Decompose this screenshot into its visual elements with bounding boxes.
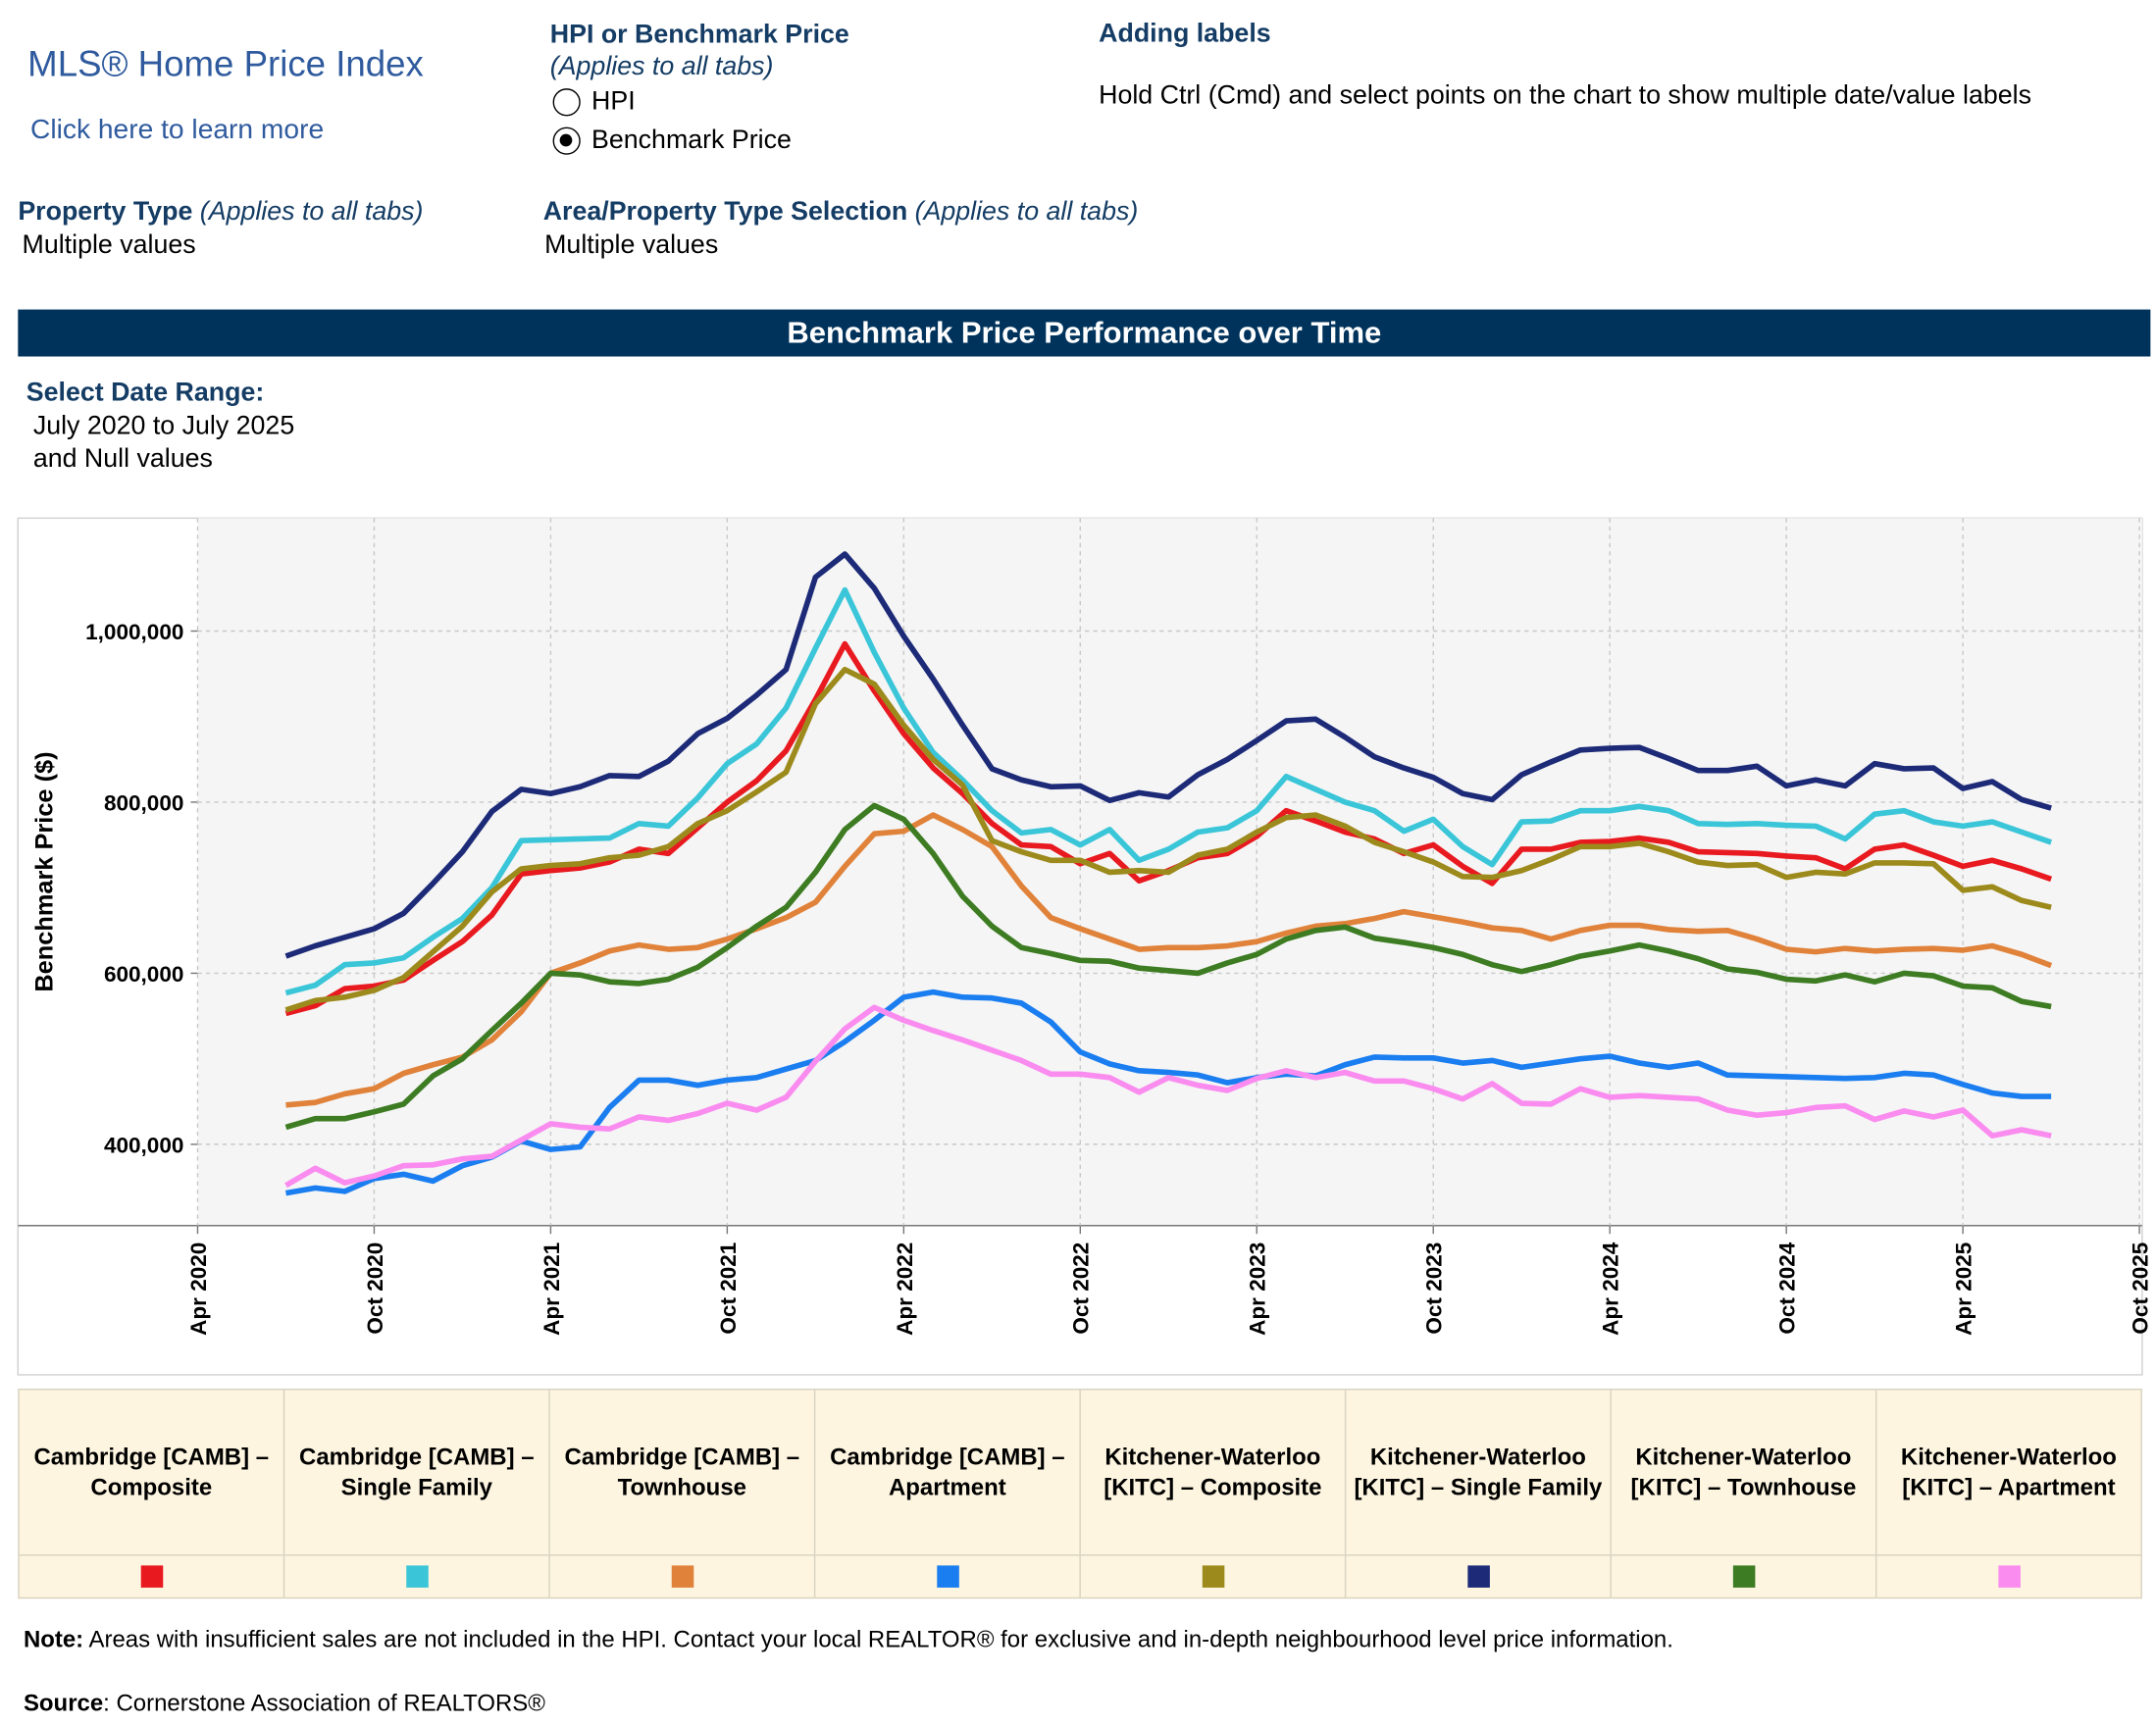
legend-label[interactable]: Cambridge [CAMB] – Apartment — [815, 1390, 1080, 1556]
radio-button[interactable] — [552, 127, 581, 155]
radio-button[interactable] — [552, 88, 581, 117]
control-value[interactable]: Multiple values — [22, 230, 196, 260]
legend-swatch-cell — [815, 1556, 1079, 1597]
source: Source: Cornerstone Association of REALT… — [24, 1690, 545, 1717]
legend-item[interactable]: Kitchener-Waterloo [KITC] – Townhouse — [1611, 1390, 1877, 1597]
legend-item[interactable]: Cambridge [CAMB] – Single Family — [284, 1390, 550, 1597]
control-note: (Applies to all tabs) — [914, 197, 1139, 228]
series-line — [284, 586, 2053, 996]
source-text: : Cornerstone Association of REALTORS® — [103, 1690, 545, 1716]
legend-label[interactable]: Cambridge [CAMB] – Townhouse — [549, 1390, 814, 1556]
legend-swatch[interactable] — [1202, 1565, 1224, 1588]
y-tick-label: 1,000,000 — [85, 620, 183, 644]
legend-item[interactable]: Cambridge [CAMB] – Townhouse — [549, 1390, 816, 1597]
legend-swatch-cell — [284, 1556, 548, 1597]
x-tick-label: Oct 2024 — [1775, 1242, 1800, 1334]
legend-swatch[interactable] — [671, 1565, 693, 1588]
legend-swatch[interactable] — [936, 1565, 959, 1588]
control-title: HPI or Benchmark Price — [549, 21, 849, 50]
learn-more-link[interactable]: Click here to learn more — [29, 114, 325, 145]
x-tick-label: Apr 2020 — [186, 1242, 211, 1336]
note-text: Areas with insufficient sales are not in… — [88, 1626, 1673, 1653]
legend-label[interactable]: Kitchener-Waterloo [KITC] – Apartment — [1876, 1390, 2141, 1556]
help-text: Hold Ctrl (Cmd) and select points on the… — [1099, 81, 2031, 111]
series-line — [284, 802, 2052, 1131]
help-title: Adding labels — [1099, 19, 1271, 49]
y-tick-label: 800,000 — [104, 790, 183, 815]
control-title: Property Type (Applies to all tabs) — [18, 197, 423, 228]
x-tick-label: Apr 2024 — [1599, 1242, 1623, 1336]
control-note: (Applies to all tabs) — [549, 52, 774, 82]
source-label: Source — [23, 1690, 104, 1716]
x-tick-label: Oct 2023 — [1422, 1242, 1447, 1335]
legend-swatch[interactable] — [1466, 1565, 1490, 1588]
radio-label[interactable]: Benchmark Price — [591, 126, 792, 155]
legend-swatch-cell — [1346, 1556, 1610, 1597]
series-line — [285, 812, 2053, 1108]
series-line — [284, 1004, 2052, 1189]
chart: Benchmark Price ($) 400,000 600,000 800,00… — [17, 517, 2153, 1376]
date-range-value[interactable]: July 2020 to July 2025 — [32, 411, 295, 441]
series-line — [284, 666, 2052, 1013]
legend-swatch-cell — [550, 1556, 814, 1597]
legend-swatch-cell — [20, 1556, 283, 1597]
y-tick-label: 400,000 — [104, 1133, 183, 1157]
note-label: Note: — [23, 1626, 84, 1653]
legend-item[interactable]: Cambridge [CAMB] – Apartment — [815, 1390, 1081, 1597]
legend: Cambridge [CAMB] – Composite Cambridge [C… — [18, 1389, 2142, 1599]
x-tick-label: Oct 2021 — [716, 1242, 741, 1335]
legend-label[interactable]: Kitchener-Waterloo [KITC] – Composite — [1080, 1390, 1345, 1556]
control-value[interactable]: Multiple values — [544, 230, 719, 260]
series-line — [284, 551, 2052, 959]
control-title-text: Property Type — [18, 197, 193, 228]
control-title: Area/Property Type Selection (Applies to… — [543, 197, 1139, 228]
legend-item[interactable]: Kitchener-Waterloo [KITC] – Composite — [1080, 1390, 1347, 1597]
legend-swatch[interactable] — [1732, 1565, 1755, 1588]
legend-swatch-cell — [1876, 1556, 2140, 1597]
legend-swatch[interactable] — [140, 1565, 163, 1588]
x-tick-label: Apr 2023 — [1246, 1242, 1270, 1336]
legend-item[interactable]: Kitchener-Waterloo [KITC] – Apartment — [1876, 1390, 2141, 1597]
legend-label[interactable]: Cambridge [CAMB] – Single Family — [284, 1390, 549, 1556]
legend-item[interactable]: Cambridge [CAMB] – Composite — [19, 1390, 285, 1597]
section-title: Benchmark Price Performance over Time — [18, 309, 2151, 357]
legend-label[interactable]: Cambridge [CAMB] – Composite — [19, 1390, 283, 1556]
legend-label[interactable]: Kitchener-Waterloo [KITC] – Single Famil… — [1346, 1390, 1611, 1556]
x-tick-label: Oct 2025 — [2129, 1242, 2153, 1335]
date-range-extra[interactable]: and Null values — [32, 444, 213, 475]
x-tick-label: Apr 2022 — [893, 1242, 917, 1336]
legend-swatch[interactable] — [1997, 1565, 2021, 1588]
y-tick-label: 600,000 — [104, 962, 183, 987]
control-note: (Applies to all tabs) — [199, 197, 424, 228]
x-tick-label: Oct 2020 — [363, 1242, 387, 1335]
control-title-text: Area/Property Type Selection — [542, 197, 908, 228]
legend-swatch-cell — [1612, 1556, 1875, 1597]
radio-label[interactable]: HPI — [591, 86, 636, 117]
x-tick-label: Apr 2021 — [539, 1242, 564, 1336]
legend-swatch-cell — [1081, 1556, 1345, 1597]
x-tick-label: Apr 2025 — [1952, 1242, 1976, 1336]
legend-label[interactable]: Kitchener-Waterloo [KITC] – Townhouse — [1611, 1390, 1875, 1556]
series-line — [284, 989, 2052, 1196]
legend-item[interactable]: Kitchener-Waterloo [KITC] – Single Famil… — [1346, 1390, 1612, 1597]
date-range-title: Select Date Range: — [26, 379, 265, 408]
legend-swatch[interactable] — [405, 1565, 429, 1588]
y-axis-label: Benchmark Price ($) — [31, 751, 59, 991]
logo-title[interactable]: MLS® Home Price Index — [27, 42, 424, 84]
note: Note: Areas with insufficient sales are … — [24, 1626, 1673, 1653]
x-tick-label: Oct 2022 — [1069, 1242, 1094, 1335]
